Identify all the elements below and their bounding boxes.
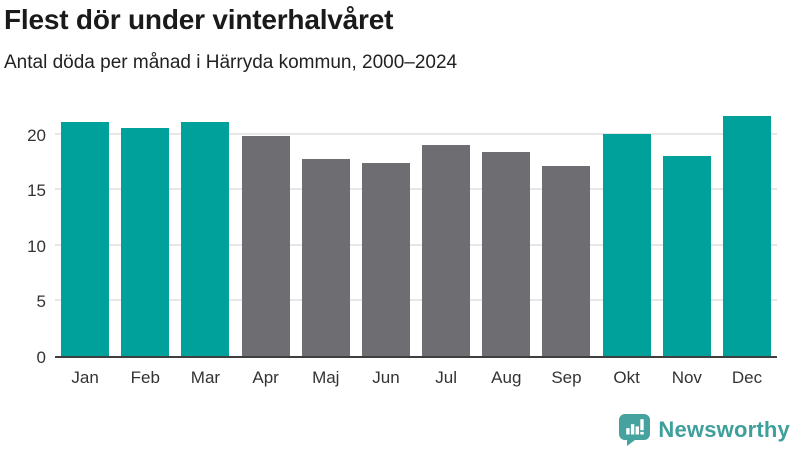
x-tick-label-nov: Nov	[671, 368, 702, 387]
bar-slot-nov	[657, 110, 717, 356]
bar-slot-sep	[536, 110, 596, 356]
x-tick-label-sep: Sep	[551, 368, 582, 387]
mini-bar-chart-glyph	[626, 419, 645, 435]
bar-jul	[422, 144, 471, 356]
bar-chart: 0 5 10 15 20 Jan Feb Mar Apr Maj Jun Jul Aug Sep Okt N…	[27, 110, 777, 387]
bar-apr	[241, 135, 290, 356]
y-tick-label-5: 5	[36, 292, 46, 312]
x-tick-label-jan: Jan	[71, 368, 99, 387]
chart-subtitle: Antal döda per månad i Härryda kommun, 2…	[4, 52, 458, 74]
bar-slot-jan	[55, 110, 115, 356]
bar-feb	[121, 128, 170, 356]
x-tick-label-feb: Feb	[130, 368, 160, 387]
x-tick-label-apr: Apr	[252, 368, 279, 387]
newsworthy-bubble-chart-icon	[619, 414, 651, 446]
speech-bubble-shape	[619, 414, 651, 446]
gridline-5	[55, 299, 777, 302]
bar-slot-maj	[296, 110, 356, 356]
bar-slot-jun	[356, 110, 416, 356]
bar-maj	[301, 159, 350, 356]
x-tick-label-dec: Dec	[731, 368, 763, 387]
chart-header: Flest dör under vinterhalvåret Antal död…	[0, 0, 800, 74]
bar-aug	[482, 152, 531, 356]
gridline-10	[55, 243, 777, 246]
bar-slot-dec	[717, 110, 777, 356]
x-tick-label-mar: Mar	[190, 368, 221, 387]
bar-nov	[662, 155, 711, 356]
x-tick-label-jul: Jul	[435, 368, 457, 387]
bar-slot-feb	[115, 110, 175, 356]
bar-jun	[361, 162, 410, 356]
bars-container	[55, 110, 777, 356]
bar-jan	[61, 122, 110, 356]
plot-area: 0 5 10 15 20	[27, 110, 777, 367]
x-tick-label-aug: Aug	[491, 368, 522, 387]
x-tick-label-jun: Jun	[372, 368, 400, 387]
y-tick-label-0: 0	[36, 348, 46, 367]
x-tick-label-okt: Okt	[613, 368, 640, 387]
x-axis: Jan Feb Mar Apr Maj Jun Jul Aug Sep Okt Nov Dec	[55, 368, 777, 388]
bar-slot-mar	[175, 110, 235, 356]
y-tick-label-15: 15	[27, 181, 46, 201]
bar-slot-aug	[476, 110, 536, 356]
gridline-15	[55, 188, 777, 191]
bar-dec	[722, 115, 771, 356]
bar-mar	[181, 122, 230, 356]
bar-sep	[542, 165, 591, 356]
newsworthy-logo: Newsworthy	[618, 413, 790, 446]
chart-title: Flest dör under vinterhalvåret	[4, 4, 394, 35]
bar-slot-apr	[236, 110, 296, 356]
gridline-20	[55, 132, 777, 135]
x-tick-label-maj: Maj	[312, 368, 340, 387]
y-axis: 0 5 10 15 20	[0, 110, 46, 367]
y-tick-label-10: 10	[27, 236, 46, 256]
bar-slot-jul	[416, 110, 476, 356]
bar-slot-okt	[597, 110, 657, 356]
bar-okt	[602, 133, 651, 356]
y-tick-label-20: 20	[27, 125, 46, 145]
newsworthy-logo-text: Newsworthy	[658, 416, 790, 442]
